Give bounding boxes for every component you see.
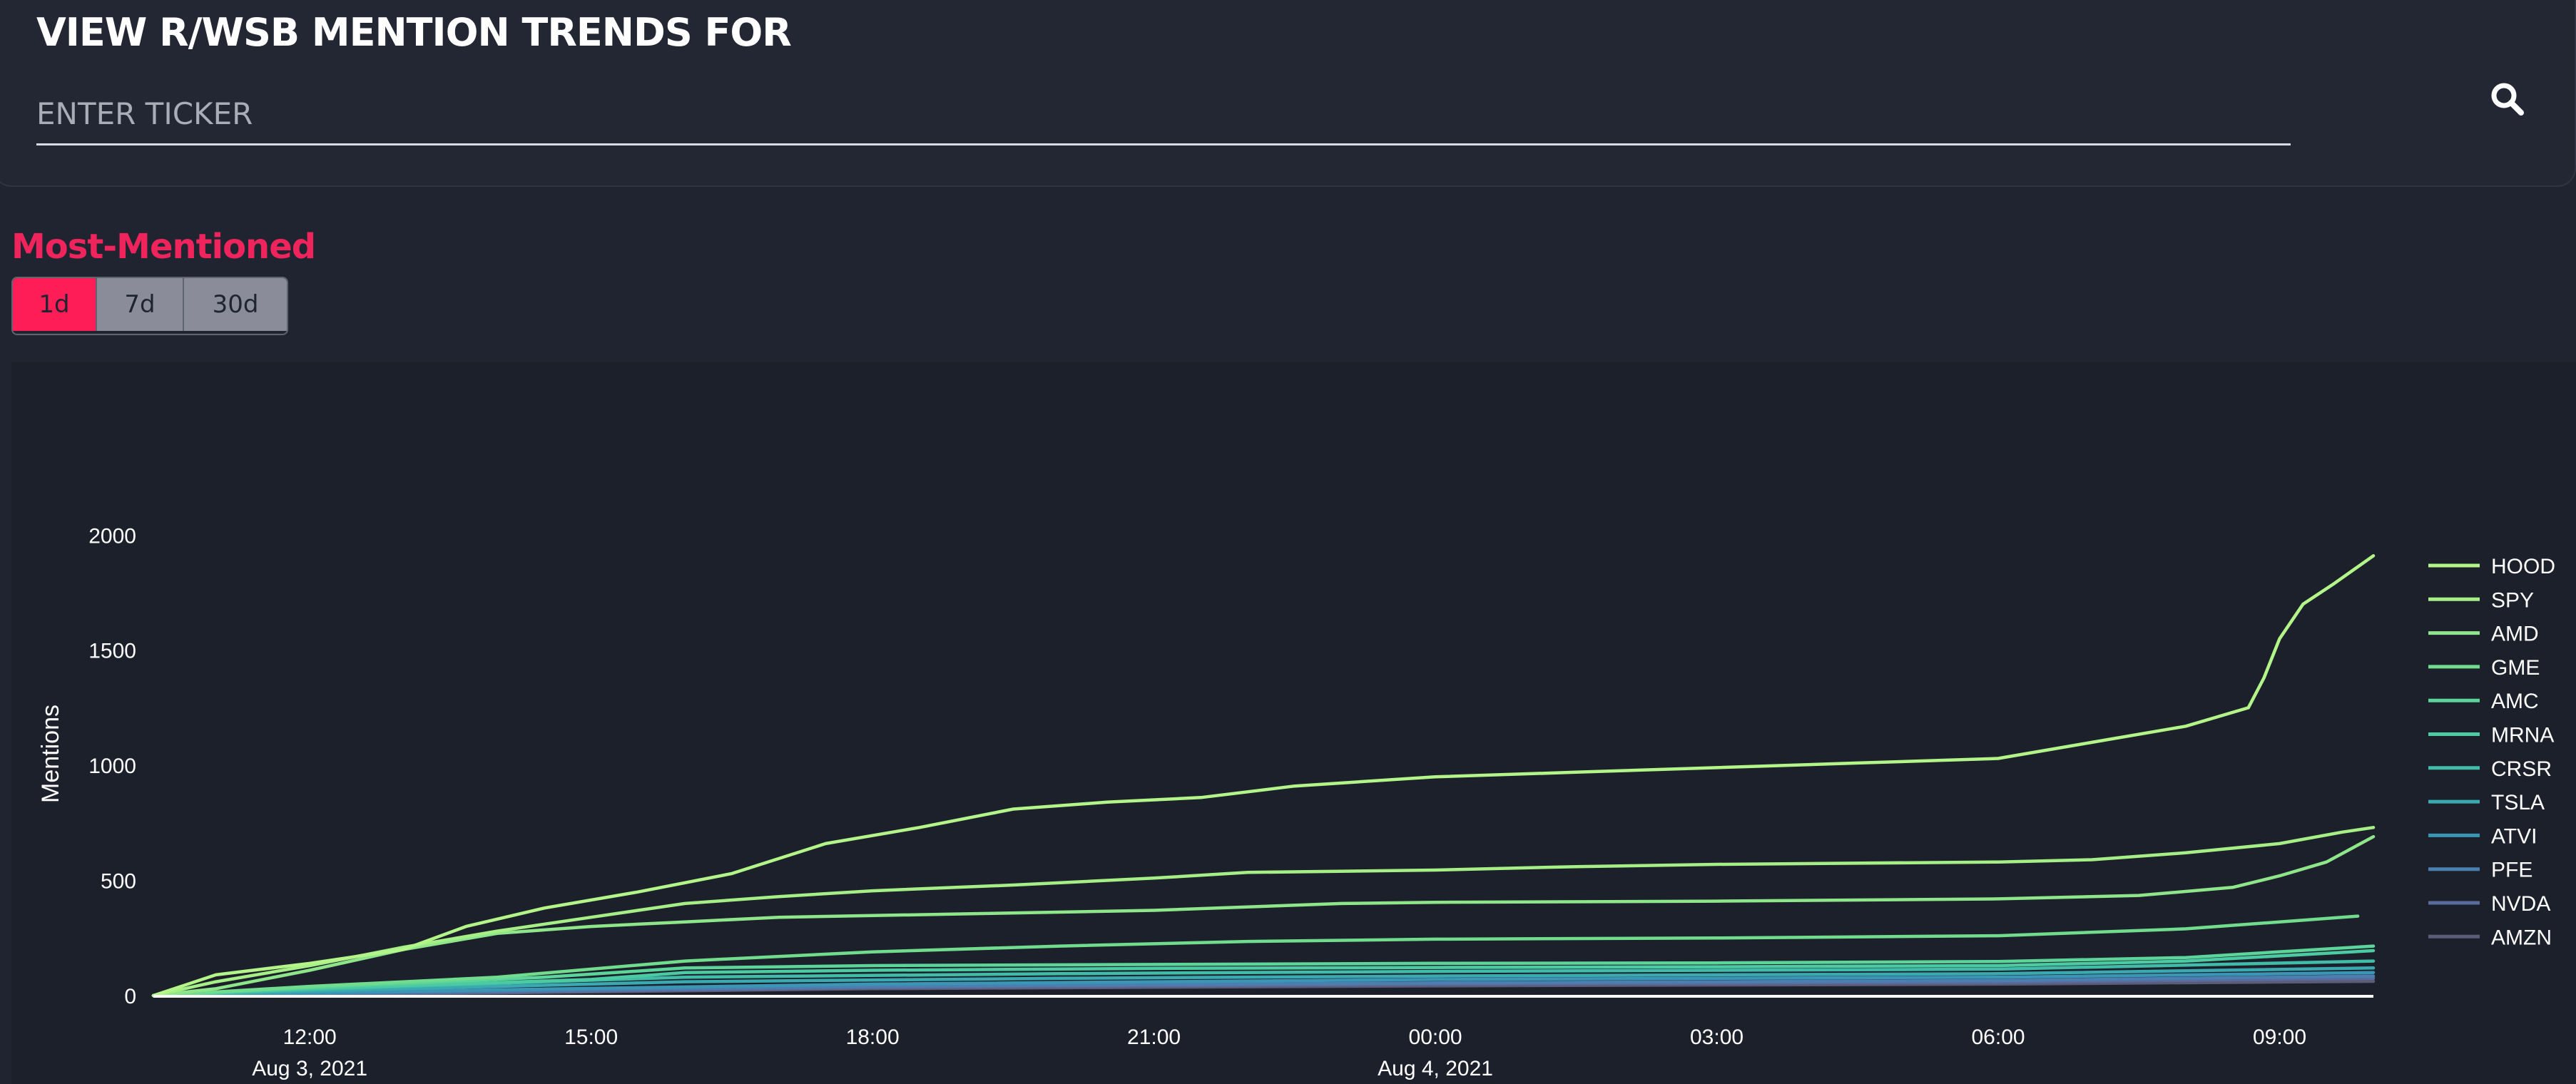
y-tick-label: 1500 [88, 640, 136, 663]
y-tick-label: 1000 [88, 755, 136, 778]
series-line-atvi [151, 971, 2376, 998]
legend-label-pfe: PFE [2491, 859, 2532, 882]
legend-label-amd: AMD [2491, 623, 2539, 646]
series-line-hood [151, 554, 2376, 998]
range-button-7d[interactable]: 7d [97, 278, 184, 331]
mentions-line-chart: 0 500 1000 1500 2000 Mentions 12:00 Aug 3, 2021… [37, 524, 2555, 1080]
x-tick-label: 00:00 [1409, 1026, 1462, 1049]
search-icon [2491, 83, 2524, 116]
legend-label-gme: GME [2491, 656, 2540, 680]
x-tick-label: 21:00 [1127, 1026, 1181, 1049]
legend-label-tsla: TSLA [2491, 791, 2545, 814]
x-tick-label: 15:00 [564, 1026, 618, 1049]
range-button-1d[interactable]: 1d [13, 278, 97, 331]
series-line-amc [151, 944, 2376, 998]
series-line-gme [151, 914, 2360, 998]
x-tick-label: 03:00 [1690, 1026, 1743, 1049]
legend-label-spy: SPY [2491, 588, 2534, 612]
most-mentioned-heading: Most-Mentioned [11, 227, 316, 267]
x-tick-sublabel: Aug 3, 2021 [252, 1057, 367, 1080]
time-range-selector: 1d 7d 30d [11, 277, 288, 335]
legend-label-atvi: ATVI [2491, 824, 2537, 848]
page-title: VIEW R/WSB MENTION TRENDS FOR [36, 10, 792, 55]
y-tick-label: 2000 [88, 524, 136, 548]
legend-label-nvda: NVDA [2491, 892, 2550, 916]
series-line-spy [151, 826, 2376, 998]
mentions-chart-area: 0 500 1000 1500 2000 Mentions 12:00 Aug 3, 2021… [11, 362, 2576, 1084]
y-tick-label: 500 [101, 870, 136, 894]
y-axis-label: Mentions [37, 705, 64, 803]
legend-label-amzn: AMZN [2491, 926, 2552, 949]
legend-label-mrna: MRNA [2491, 724, 2554, 747]
x-tick-label: 09:00 [2253, 1026, 2306, 1049]
series-line-tsla [151, 966, 2376, 998]
search-button[interactable] [2483, 74, 2532, 124]
range-button-30d[interactable]: 30d [184, 278, 287, 331]
x-tick-label: 12:00 [283, 1026, 337, 1049]
legend-label-amc: AMC [2491, 690, 2539, 713]
legend-label-crsr: CRSR [2491, 757, 2552, 781]
x-tick-label: 18:00 [846, 1026, 900, 1049]
x-tick-label: 06:00 [1971, 1026, 2025, 1049]
series-line-mrna [151, 948, 2376, 998]
legend-label-hood: HOOD [2491, 555, 2555, 578]
x-tick-sublabel: Aug 4, 2021 [1378, 1057, 1493, 1080]
y-tick-label: 0 [124, 985, 136, 1008]
ticker-search-input[interactable] [36, 84, 2291, 145]
